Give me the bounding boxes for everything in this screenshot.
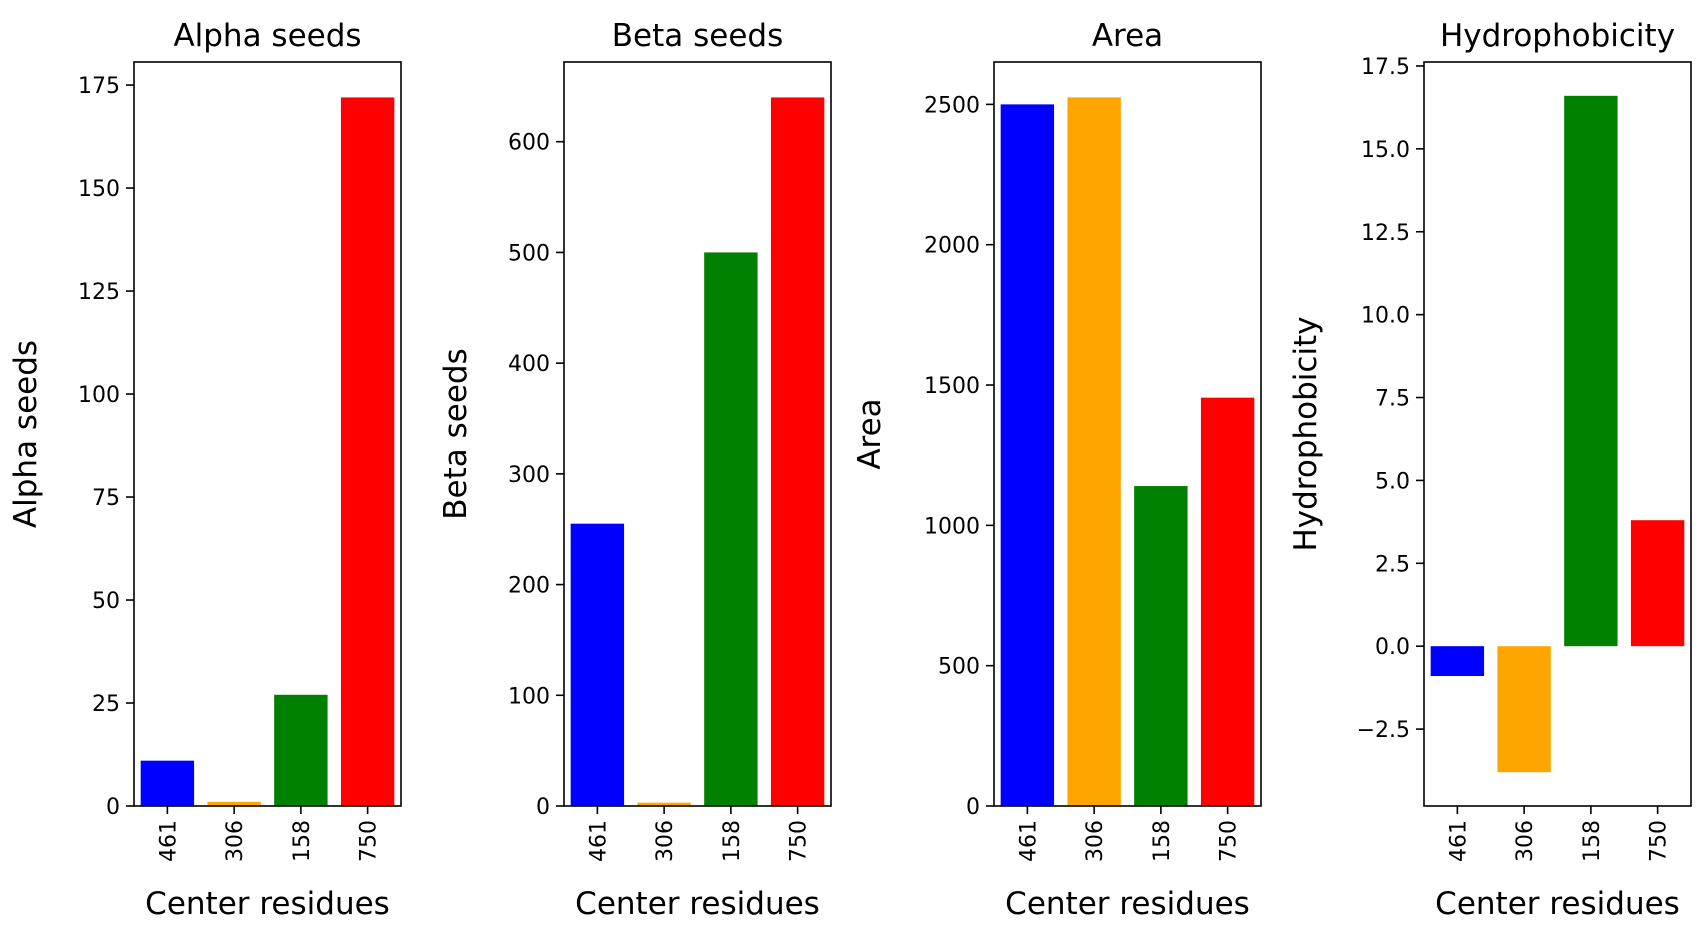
y-tick-label: 0 — [536, 795, 550, 820]
bar-306 — [1067, 97, 1121, 807]
bar-461 — [1000, 104, 1055, 806]
bar-158 — [1134, 486, 1188, 806]
y-tick-label: 100 — [78, 383, 120, 408]
x-tick-label: 158 — [1150, 820, 1175, 862]
y-tick-label: 2500 — [924, 93, 980, 118]
x-tick-label: 750 — [357, 820, 382, 862]
bar-158 — [704, 252, 758, 806]
x-tick-label: 461 — [1446, 820, 1471, 862]
bar-158 — [1564, 95, 1618, 647]
y-tick-label: 300 — [508, 463, 550, 488]
y-tick-label: 12.5 — [1361, 221, 1410, 246]
y-tick-label: 150 — [78, 177, 120, 202]
x-tick-label: 461 — [586, 820, 611, 862]
bar-461 — [570, 523, 625, 806]
y-tick-label: 600 — [508, 131, 550, 156]
bar-461 — [140, 760, 195, 806]
y-tick-label: 500 — [508, 241, 550, 266]
chart-panel-1: 0 25 50 75 100 125 150 175 461 306 158 750 Alpha see… — [8, 18, 402, 922]
y-tick-label: 100 — [508, 684, 550, 709]
chart-panel-3: 0 500 1000 1500 2000 2500 461 306 158 750 Area Cent… — [852, 18, 1262, 922]
y-axis-label: Hydrophobicity — [1288, 316, 1324, 551]
bar-306 — [1497, 646, 1551, 773]
x-axis-label: Center residues — [1005, 886, 1250, 922]
chart-panel-2: 0 100 200 300 400 500 600 461 306 158 750 Beta seed… — [438, 18, 832, 922]
y-tick-label: 2.5 — [1375, 552, 1410, 577]
y-axis-label: Area — [852, 398, 888, 469]
x-tick-label: 461 — [1016, 820, 1041, 862]
x-axis-label: Center residues — [575, 886, 820, 922]
bar-461 — [1430, 646, 1485, 677]
chart-title: Alpha seeds — [173, 18, 361, 54]
y-tick-label: 7.5 — [1375, 387, 1410, 412]
y-tick-label: 1000 — [924, 514, 980, 539]
y-axis-label: Alpha seeds — [8, 340, 44, 528]
axes-frame — [133, 61, 402, 807]
y-tick-label: 2000 — [924, 234, 980, 259]
y-tick-label: 125 — [78, 280, 120, 305]
x-tick-label: 750 — [1647, 820, 1672, 862]
x-tick-label: 750 — [787, 820, 812, 862]
x-axis-label: Center residues — [145, 886, 390, 922]
bar-750 — [1630, 520, 1685, 647]
y-axis-label: Beta seeds — [438, 348, 474, 519]
bar-158 — [274, 694, 328, 806]
y-tick-label: 175 — [78, 74, 120, 99]
x-tick-label: 750 — [1217, 820, 1242, 862]
y-tick-label: 500 — [938, 655, 980, 680]
axes-frame — [993, 61, 1262, 807]
x-tick-label: 158 — [1580, 820, 1605, 862]
x-tick-label: 158 — [720, 820, 745, 862]
bar-306 — [207, 801, 261, 806]
y-tick-label: 17.5 — [1361, 55, 1410, 80]
x-tick-label: 306 — [1513, 820, 1538, 862]
bar-306 — [637, 802, 691, 806]
axes-frame — [1423, 61, 1692, 807]
y-tick-label: 10.0 — [1361, 304, 1410, 329]
chart-title: Area — [1092, 18, 1163, 54]
y-tick-label: 0 — [966, 795, 980, 820]
y-tick-label: 15.0 — [1361, 138, 1410, 163]
bar-750 — [1200, 397, 1255, 806]
axes-frame — [563, 61, 832, 807]
y-tick-label: 400 — [508, 352, 550, 377]
x-tick-label: 306 — [223, 820, 248, 862]
chart-panel-4: −2.5 0.0 2.5 5.0 7.5 10.0 12.5 15.0 17.5 461 306 15… — [1288, 18, 1692, 922]
y-tick-label: −2.5 — [1357, 718, 1410, 743]
x-tick-label: 306 — [653, 820, 678, 862]
x-tick-label: 158 — [290, 820, 315, 862]
y-tick-label: 1500 — [924, 374, 980, 399]
x-axis-label: Center residues — [1435, 886, 1680, 922]
chart-title: Beta seeds — [612, 18, 783, 54]
x-tick-label: 461 — [156, 820, 181, 862]
y-tick-label: 5.0 — [1375, 469, 1410, 494]
y-tick-label: 50 — [92, 589, 120, 614]
y-tick-label: 75 — [92, 486, 120, 511]
bar-750 — [340, 97, 395, 807]
y-tick-label: 0 — [106, 795, 120, 820]
chart-title: Hydrophobicity — [1440, 18, 1675, 54]
x-tick-label: 306 — [1083, 820, 1108, 862]
bar-750 — [770, 97, 825, 807]
y-tick-label: 0.0 — [1375, 635, 1410, 660]
y-tick-label: 200 — [508, 574, 550, 599]
y-tick-label: 25 — [92, 692, 120, 717]
